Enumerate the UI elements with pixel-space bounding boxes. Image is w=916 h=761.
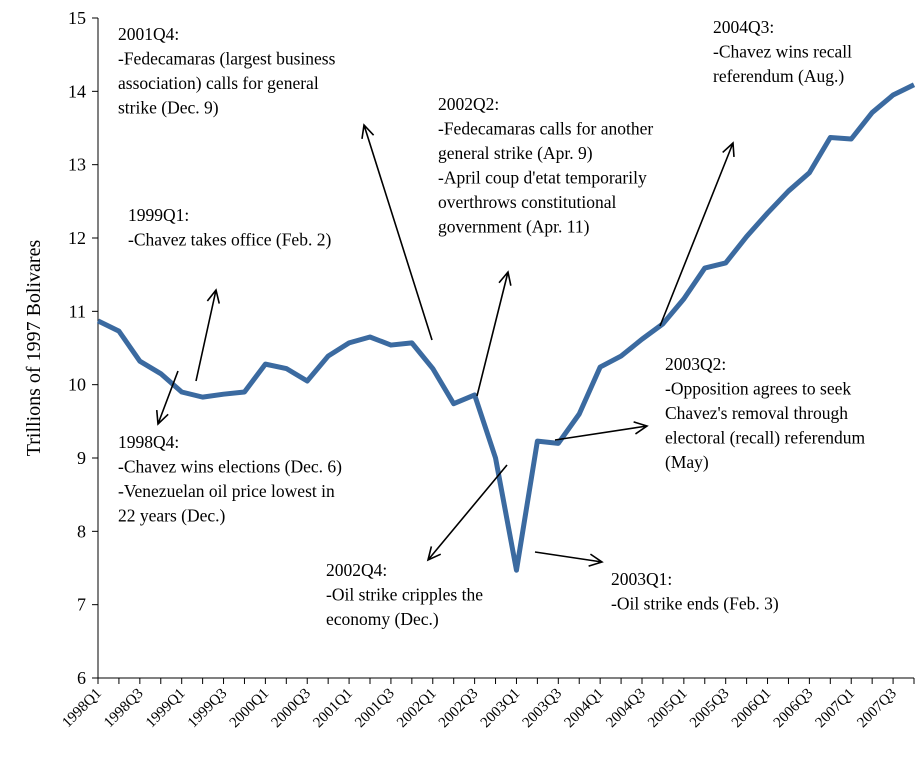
x-tick-label: 2000Q3 <box>269 686 314 731</box>
y-tick-label: 14 <box>68 81 86 101</box>
annotation-text: electoral (recall) referendum <box>665 428 866 448</box>
annotation-text: 22 years (Dec.) <box>118 506 226 526</box>
annotation-text: strike (Dec. 9) <box>118 98 219 118</box>
y-tick-label: 9 <box>77 448 86 468</box>
x-tick-label: 1998Q1 <box>59 686 104 731</box>
x-tick-label: 2005Q3 <box>687 686 732 731</box>
annotation-text: -Oil strike ends (Feb. 3) <box>611 594 779 614</box>
annotation-text: referendum (Aug.) <box>713 66 844 86</box>
y-tick-label: 11 <box>69 301 86 321</box>
annotation-arrow <box>534 551 604 567</box>
x-tick-label: 2004Q3 <box>603 686 648 731</box>
annotation-arrow <box>155 370 179 426</box>
x-tick-label: 2006Q3 <box>771 686 816 731</box>
annotation-text: 1998Q4: <box>118 432 179 452</box>
annotation-text: 2001Q4: <box>118 24 179 44</box>
annotation-text: -Chavez wins elections (Dec. 6) <box>118 457 342 477</box>
annotation-text: 2002Q4: <box>326 560 387 580</box>
y-axis-label: Trillions of 1997 Bolivares <box>23 240 45 457</box>
x-tick-label: 1998Q3 <box>101 686 146 731</box>
annotation-text: 2003Q2: <box>665 354 726 374</box>
annotation-text: 2002Q2: <box>438 94 499 114</box>
x-tick-label: 2007Q1 <box>813 686 858 731</box>
annotation-arrow <box>659 141 735 327</box>
x-tick-label: 1999Q1 <box>143 686 188 731</box>
annotation-text: -Opposition agrees to seek <box>665 379 851 399</box>
y-tick-label: 6 <box>77 668 86 688</box>
x-tick-label: 2002Q1 <box>394 686 439 731</box>
annotation-text: -Fedecamaras (largest business <box>118 49 336 69</box>
annotation-text: (May) <box>665 452 709 472</box>
x-tick-label: 2001Q1 <box>310 686 355 731</box>
annotation-text: government (Apr. 11) <box>438 217 590 237</box>
annotation-arrow <box>195 288 221 382</box>
data-line <box>96 82 916 573</box>
y-tick-label: 10 <box>68 375 86 395</box>
annotation-text: 1999Q1: <box>128 205 189 225</box>
annotation-text: -Chavez takes office (Feb. 2) <box>128 230 331 250</box>
annotation-text: Chavez's removal through <box>665 403 848 423</box>
x-tick-label: 2005Q1 <box>645 686 690 731</box>
annotation-text: -April coup d'etat temporarily <box>438 168 647 188</box>
annotation-arrow <box>361 123 433 341</box>
annotation-arrow <box>426 464 508 562</box>
annotation-text: 2003Q1: <box>611 569 672 589</box>
annotation-arrow <box>476 270 512 397</box>
annotation-text: -Oil strike cripples the <box>326 585 483 605</box>
annotation-text: -Fedecamaras calls for another <box>438 119 653 139</box>
x-tick-label: 2003Q3 <box>520 686 565 731</box>
annotation-text: 2004Q3: <box>713 17 774 37</box>
x-tick-label: 2007Q3 <box>854 686 899 731</box>
x-tick-label: 2002Q3 <box>436 686 481 731</box>
x-tick-label: 2001Q3 <box>352 686 397 731</box>
annotation-text: general strike (Apr. 9) <box>438 143 593 163</box>
y-tick-label: 7 <box>77 595 86 615</box>
x-tick-label: 2003Q1 <box>478 686 523 731</box>
y-tick-label: 8 <box>77 521 86 541</box>
y-tick-label: 15 <box>68 8 86 28</box>
annotation-text: -Venezuelan oil price lowest in <box>118 481 335 501</box>
x-tick-label: 1999Q3 <box>185 686 230 731</box>
y-tick-label: 12 <box>68 228 86 248</box>
annotation-text: association) calls for general <box>118 73 319 93</box>
x-tick-label: 2000Q1 <box>227 686 272 731</box>
annotation-text: -Chavez wins recall <box>713 42 852 62</box>
x-tick-label: 2004Q1 <box>561 686 606 731</box>
x-tick-label: 2006Q1 <box>729 686 774 731</box>
annotation-text: economy (Dec.) <box>326 609 439 629</box>
annotation-text: overthrows constitutional <box>438 192 617 212</box>
annotation-arrow <box>554 421 649 441</box>
y-tick-label: 13 <box>68 155 86 175</box>
